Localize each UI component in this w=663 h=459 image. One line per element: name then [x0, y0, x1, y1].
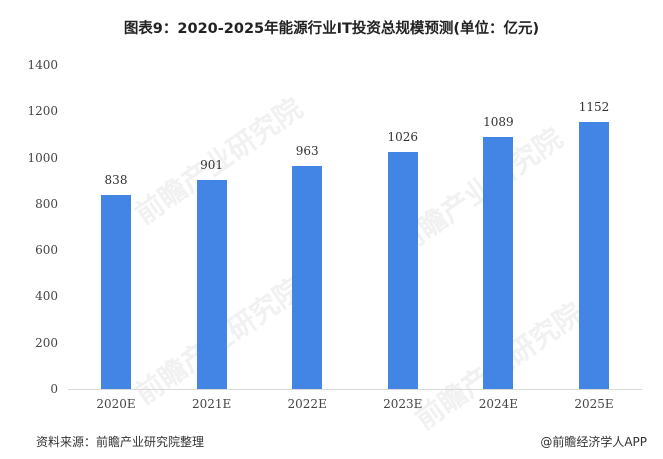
x-tick-label: 2021E: [191, 397, 232, 411]
bar-value-label: 901: [200, 158, 224, 173]
bar-2024E: [483, 136, 514, 389]
y-tick-label: 800: [35, 196, 58, 211]
source-note: 资料来源：前瞻产业研究院整理: [36, 435, 205, 449]
y-tick-label: 400: [35, 289, 58, 304]
y-tick-label: 1400: [27, 58, 58, 72]
bar-2022E: [292, 166, 323, 389]
y-tick-label: 0: [50, 382, 58, 396]
y-tick-label: 1000: [27, 150, 58, 165]
bar-2021E: [196, 180, 227, 389]
x-tick-label: 2020E: [96, 397, 136, 411]
credit-note: @前瞻经济学人APP: [540, 435, 647, 449]
x-tick-label: 2024E: [478, 397, 519, 411]
bar-2020E: [101, 195, 131, 389]
bar-value-label: 963: [295, 144, 319, 159]
chart-title: 图表9：2020-2025年能源行业IT投资总规模预测(单位：亿元): [123, 21, 540, 37]
bar-value-label: 1152: [578, 100, 610, 115]
bar-value-label: 1089: [483, 114, 514, 129]
bar-value-label: 1026: [387, 129, 419, 144]
x-axis-line: [68, 389, 642, 390]
y-tick-label: 1200: [27, 104, 58, 119]
bar-value-label: 838: [104, 173, 128, 188]
x-tick-label: 2023E: [383, 397, 423, 411]
x-tick-label: 2025E: [574, 397, 614, 411]
y-tick-label: 600: [35, 243, 58, 258]
y-tick-label: 200: [35, 335, 58, 350]
bar-2023E: [387, 151, 418, 389]
bar-2025E: [579, 122, 609, 389]
x-tick-label: 2022E: [287, 397, 327, 411]
